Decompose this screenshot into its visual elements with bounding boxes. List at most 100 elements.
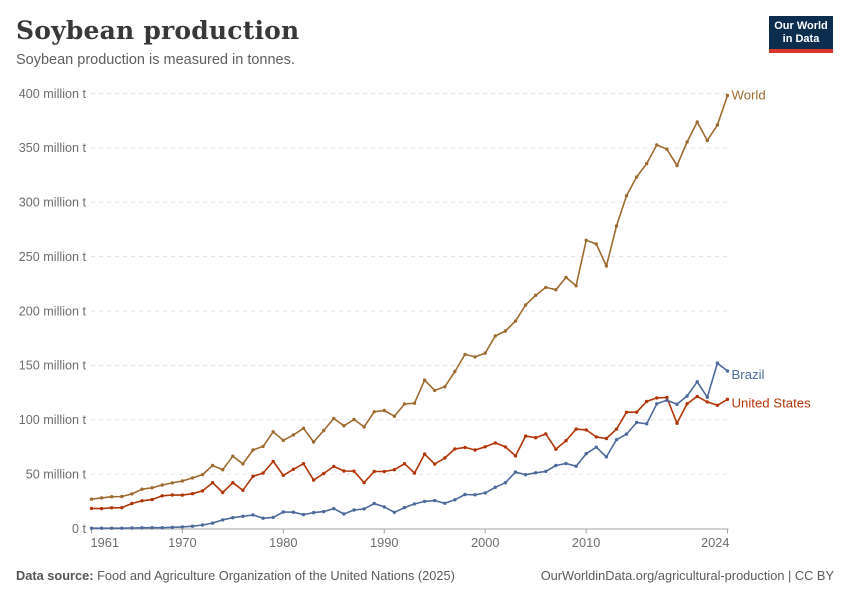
owid-url-and-license: OurWorldinData.org/agricultural-producti…: [540, 568, 834, 583]
world-data-point: [130, 492, 134, 496]
world-data-point: [231, 454, 235, 458]
owid-logo: Our World in Data: [769, 16, 833, 53]
owid-logo-line2: in Data: [782, 33, 820, 45]
brazil-data-point: [210, 521, 215, 525]
world-data-point: [170, 481, 174, 485]
united-states-data-point: [614, 427, 619, 431]
brazil-data-point: [180, 525, 185, 529]
brazil-data-point: [564, 461, 568, 466]
united-states-data-point: [150, 497, 154, 502]
world-data-point: [200, 472, 205, 477]
united-states-data-point: [483, 445, 487, 449]
united-states-data-point: [99, 506, 104, 511]
brazil-data-point: [281, 510, 285, 514]
brazil-data-point: [655, 402, 659, 406]
brazil-data-point: [523, 473, 528, 477]
united-states-data-point: [110, 506, 114, 510]
world-data-point: [241, 462, 245, 466]
world-data-point: [503, 329, 508, 333]
data-source-note: Data source: Food and Agriculture Organi…: [16, 568, 455, 583]
world-data-point: [483, 351, 487, 355]
world-data-point: [99, 496, 104, 500]
x-axis-tick-label: 1980: [269, 535, 297, 550]
united-states-data-point: [362, 480, 366, 485]
brazil-data-point: [332, 506, 336, 511]
world-data-point: [352, 417, 356, 422]
united-states-data-point: [725, 397, 730, 401]
brazil-data-point: [463, 492, 467, 497]
united-states-data-point: [534, 436, 538, 440]
brazil-data-point: [160, 526, 164, 530]
brazil-data-point: [322, 509, 326, 514]
world-data-point: [150, 486, 154, 490]
brazil-data-point: [443, 501, 447, 505]
united-states-data-point: [301, 462, 306, 466]
united-states-data-point: [200, 489, 205, 493]
world-data-point: [332, 416, 336, 421]
brazil-data-point: [200, 523, 205, 527]
world-series-line: [90, 94, 729, 501]
y-axis-tick-label: 100 million t: [19, 413, 87, 427]
united-states-data-point: [251, 474, 255, 478]
brazil-data-point: [291, 510, 296, 514]
united-states-data-point: [140, 499, 144, 503]
world-data-point: [634, 175, 639, 179]
united-states-data-point: [523, 434, 528, 438]
chart-title: Soybean production: [16, 16, 300, 45]
world-data-point: [554, 288, 558, 292]
brazil-data-point: [150, 526, 154, 530]
brazil-data-point: [89, 526, 94, 530]
world-data-point: [594, 242, 598, 246]
world-data-point: [574, 284, 578, 288]
united-states-data-point: [695, 394, 699, 399]
world-data-point: [190, 476, 195, 480]
united-states-data-point: [231, 481, 235, 485]
united-states-data-point: [332, 464, 336, 469]
brazil-data-point: [493, 485, 497, 489]
world-data-point: [655, 143, 659, 147]
world-data-point: [513, 319, 518, 323]
brazil-data-point: [433, 498, 437, 503]
world-data-point: [281, 438, 285, 443]
united-states-data-point: [322, 471, 326, 476]
brazil-data-point: [614, 438, 619, 442]
world-data-point: [402, 402, 407, 406]
united-states-data-point: [574, 427, 578, 431]
united-states-series-label: United States: [732, 395, 812, 410]
brazil-series-label: Brazil: [732, 367, 765, 382]
united-states-data-point: [402, 462, 407, 466]
world-data-point: [261, 444, 265, 449]
united-states-data-point: [271, 459, 275, 464]
brazil-data-point: [705, 395, 709, 399]
united-states-data-point: [89, 506, 94, 511]
brazil-data-point: [422, 499, 427, 504]
brazil-data-point: [604, 455, 609, 459]
world-data-point: [685, 140, 689, 144]
world-data-point: [140, 487, 144, 491]
united-states-data-point: [261, 471, 265, 475]
united-states-data-point: [291, 467, 296, 471]
united-states-data-point: [584, 428, 588, 432]
united-states-data-point: [493, 441, 497, 445]
united-states-data-point: [503, 445, 508, 449]
world-data-point: [665, 147, 669, 151]
world-data-point: [120, 494, 124, 499]
brazil-data-point: [372, 501, 376, 506]
united-states-data-point: [624, 410, 629, 414]
world-data-point: [695, 120, 699, 124]
x-axis-tick-label: 2010: [572, 535, 600, 550]
brazil-data-point: [715, 361, 720, 365]
world-data-point: [584, 238, 588, 242]
world-data-point: [271, 430, 275, 434]
brazil-data-point: [675, 402, 679, 406]
world-data-point: [221, 468, 225, 472]
world-data-point: [301, 426, 306, 430]
united-states-data-point: [170, 493, 174, 497]
world-data-point: [89, 497, 94, 501]
brazil-data-point: [665, 398, 669, 402]
world-data-point: [725, 93, 730, 98]
united-states-data-point: [433, 462, 437, 466]
brazil-data-point: [725, 369, 730, 373]
world-data-point: [715, 123, 720, 127]
